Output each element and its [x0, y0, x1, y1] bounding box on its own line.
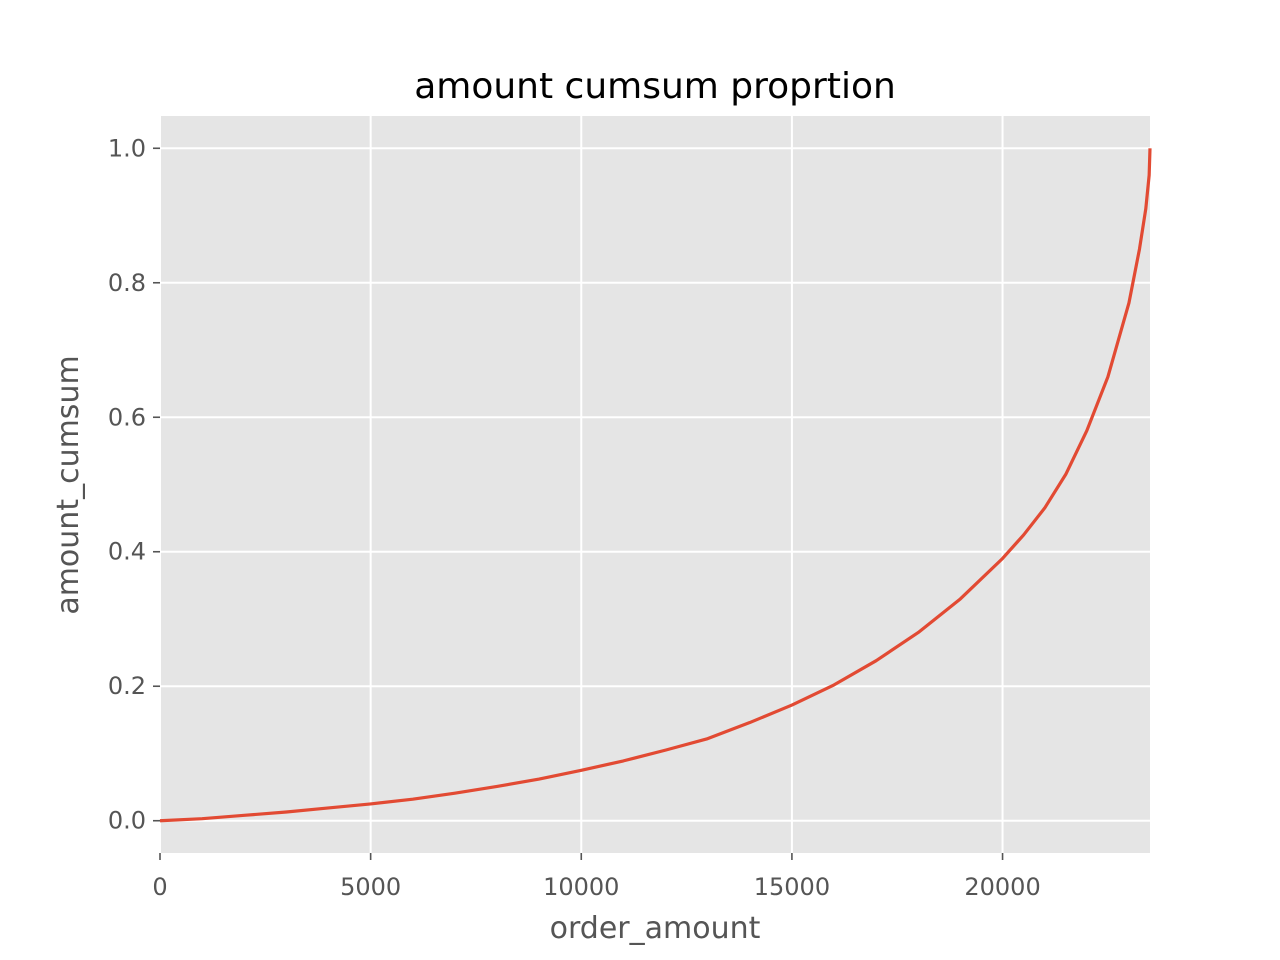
x-tick-label: 20000 [964, 873, 1040, 901]
plot-area [160, 116, 1150, 853]
y-tick-label: 0.4 [108, 538, 146, 566]
axis-ticks [153, 147, 1004, 860]
x-tick-label: 0 [152, 873, 167, 901]
x-tick-label: 15000 [754, 873, 830, 901]
x-axis-label: order_amount [550, 911, 761, 946]
x-tick-label: 5000 [340, 873, 401, 901]
y-tick-label: 1.0 [108, 134, 146, 162]
y-tick-label: 0.2 [108, 672, 146, 700]
tick-labels: 0 5000 10000 15000 20000 0.0 0.2 0.4 0.6 0.8 1.0 [108, 134, 1041, 901]
chart-title: amount cumsum proprtion [414, 66, 896, 107]
grid-lines [159, 116, 1150, 853]
y-tick-label: 0.8 [108, 269, 146, 297]
x-tick-label: 10000 [543, 873, 619, 901]
series-line [159, 148, 1152, 823]
y-tick-label: 0.0 [108, 807, 146, 835]
y-axis-label: amount_cumsum [51, 355, 86, 614]
series-layer [159, 148, 1152, 823]
y-tick-label: 0.6 [108, 403, 146, 431]
